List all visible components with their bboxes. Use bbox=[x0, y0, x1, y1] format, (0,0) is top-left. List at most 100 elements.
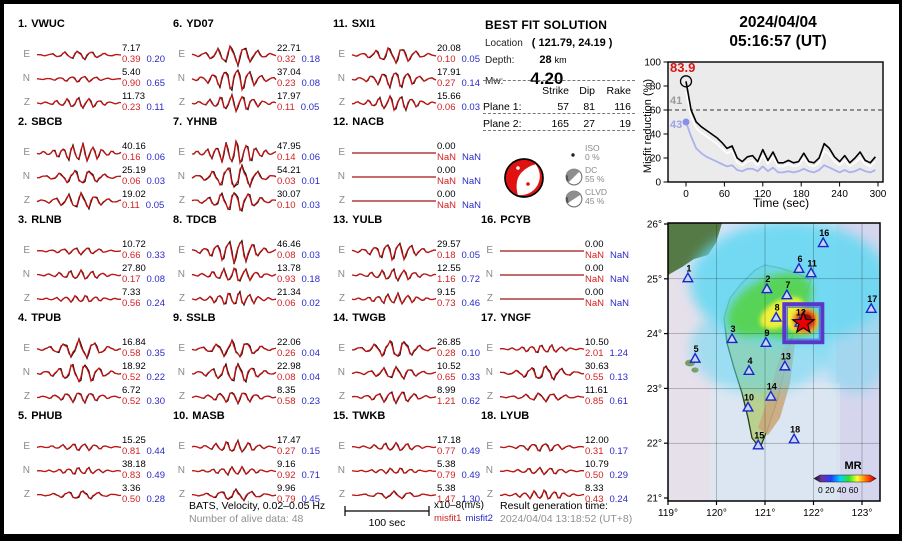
map-lat-label: 25° bbox=[647, 274, 662, 285]
inversion-area-box bbox=[782, 302, 825, 345]
misfit-values: NaN NaN bbox=[585, 299, 629, 309]
waveform-trace bbox=[500, 274, 584, 276]
lavender-start-marker bbox=[682, 118, 690, 126]
misfit2-value: 0.44 bbox=[146, 446, 166, 457]
channel-row: N 10.52 0.65 0.33 bbox=[333, 361, 501, 385]
peak-amplitude: 12.00 bbox=[585, 435, 609, 446]
misfit2-value: 0.08 bbox=[146, 274, 166, 285]
location-label: Location bbox=[485, 38, 523, 49]
map-station-number: 11 bbox=[807, 258, 817, 268]
channel-row: Z 8.99 1.21 0.62 bbox=[333, 385, 501, 409]
map-station-number: 8 bbox=[775, 303, 780, 313]
map-lon-label: 121° bbox=[755, 508, 776, 519]
misfit2-value: 0.05 bbox=[145, 200, 165, 211]
channel-row: N 13.78 0.93 0.18 bbox=[173, 263, 341, 287]
station-header: 13. YULB bbox=[333, 214, 383, 226]
misfit1-value: 0.16 bbox=[122, 152, 141, 163]
misfit-values: 0.06 0.02 bbox=[277, 299, 320, 309]
misfit1-value: 0.92 bbox=[277, 470, 296, 481]
station-header: 9. SSLB bbox=[173, 312, 216, 324]
waveform-trace bbox=[351, 94, 437, 113]
misfit2-value: 0.08 bbox=[301, 78, 321, 89]
peak-amplitude: 37.04 bbox=[277, 67, 301, 78]
map-station-number: 17 bbox=[867, 294, 877, 304]
misfit2-value: 0.05 bbox=[461, 54, 481, 65]
waveform-trace bbox=[191, 44, 277, 69]
waveform-trace bbox=[36, 247, 122, 256]
station-header: 17. YNGF bbox=[481, 312, 531, 324]
misfit2-value: NaN bbox=[610, 274, 630, 285]
peak-amplitude: 17.18 bbox=[437, 435, 461, 446]
misfit1-value: 0.10 bbox=[277, 200, 296, 211]
component-label: N bbox=[177, 269, 185, 280]
peak-amplitude: 9.15 bbox=[437, 287, 456, 298]
peak-amplitude: 22.98 bbox=[277, 361, 301, 372]
dc-icon bbox=[565, 168, 583, 186]
epicenter-star bbox=[791, 310, 816, 334]
misfit2-value: 0.49 bbox=[146, 470, 166, 481]
map-station-number: 5 bbox=[694, 344, 699, 354]
channel-row: Z 17.97 0.11 0.05 bbox=[173, 91, 341, 115]
misfit1-value: 0.06 bbox=[437, 102, 456, 113]
peak-amplitude: 8.35 bbox=[277, 385, 296, 396]
misfit2-legend: misfit2 bbox=[465, 512, 493, 524]
misfit-xtick: 0 bbox=[683, 189, 689, 200]
channel-row: N 5.40 0.90 0.65 bbox=[18, 67, 186, 91]
waveform-trace bbox=[191, 266, 277, 283]
misfit-values: 0.92 0.71 bbox=[277, 471, 320, 481]
peak-amplitude: 25.19 bbox=[122, 165, 146, 176]
map-graticule bbox=[668, 223, 880, 501]
misfit2-value: 0.04 bbox=[301, 348, 321, 359]
amplitude-unit: x10–8(m/s) bbox=[434, 500, 485, 511]
misfit1-value: 2.01 bbox=[585, 348, 604, 359]
misfit2-value: 0.03 bbox=[146, 176, 166, 187]
component-label: N bbox=[485, 367, 493, 378]
component-label: E bbox=[23, 49, 30, 60]
mw-row: Mw: 4.20 bbox=[485, 69, 563, 89]
channel-row: E 22.06 0.26 0.04 bbox=[173, 337, 341, 361]
waveform-trace bbox=[36, 392, 122, 405]
misfit1-value: 0.28 bbox=[437, 348, 456, 359]
component-label: Z bbox=[486, 391, 493, 402]
misfit1-value: 0.23 bbox=[277, 78, 296, 89]
misfit-values: 1.21 0.62 bbox=[437, 397, 480, 407]
misfit2-value: 0.03 bbox=[301, 200, 321, 211]
peak-amplitude: 18.92 bbox=[122, 361, 146, 372]
waveform-trace bbox=[351, 267, 437, 283]
channel-row: N 22.98 0.08 0.04 bbox=[173, 361, 341, 385]
map-station-number: 12 bbox=[796, 308, 806, 318]
channel-row: E 47.95 0.14 0.06 bbox=[173, 139, 341, 166]
misfit-xtick: 120 bbox=[754, 189, 771, 200]
misfit1-value: 0.17 bbox=[122, 274, 141, 285]
plane-table-header: Strike Dip Rake bbox=[483, 80, 635, 97]
station-header: 8. TDCB bbox=[173, 214, 217, 226]
component-label: Z bbox=[23, 489, 30, 500]
mr-legend: MR 0 20 40 60 bbox=[813, 460, 877, 495]
misfit1-value: 0.39 bbox=[122, 54, 141, 65]
misfit-values: 1.47 1.30 bbox=[437, 495, 480, 505]
peak-amplitude: 0.00 bbox=[585, 239, 604, 250]
peak-amplitude: 5.38 bbox=[437, 483, 456, 494]
misfit-values: 1.16 0.72 bbox=[437, 275, 480, 285]
misfit-values: 0.32 0.18 bbox=[277, 55, 320, 65]
misfit-series-white bbox=[685, 91, 876, 168]
station-header: 15. TWKB bbox=[333, 410, 386, 422]
misfit2-value: 0.03 bbox=[301, 250, 321, 261]
nodal-plane-table: Strike Dip Rake Plane 1: 57 81 116 Plane… bbox=[483, 80, 635, 131]
misfit-values: 0.58 0.35 bbox=[122, 349, 165, 359]
component-label: E bbox=[178, 245, 185, 256]
misfit1-value: NaN bbox=[585, 250, 605, 261]
component-label: Z bbox=[178, 195, 185, 206]
misfit1-value: 0.11 bbox=[277, 102, 295, 113]
component-label: N bbox=[485, 465, 493, 476]
misfit2-value: 0.28 bbox=[146, 494, 166, 505]
channel-row: E 10.50 2.01 1.24 bbox=[481, 337, 649, 361]
waveform-trace bbox=[499, 466, 585, 476]
misfit-values: 0.27 0.15 bbox=[277, 447, 320, 457]
map-station-triangle bbox=[805, 266, 818, 278]
misfit-ytick: 0 bbox=[655, 178, 661, 189]
waveform-trace bbox=[351, 441, 437, 452]
waveform-trace bbox=[351, 467, 437, 475]
component-label: E bbox=[486, 343, 493, 354]
